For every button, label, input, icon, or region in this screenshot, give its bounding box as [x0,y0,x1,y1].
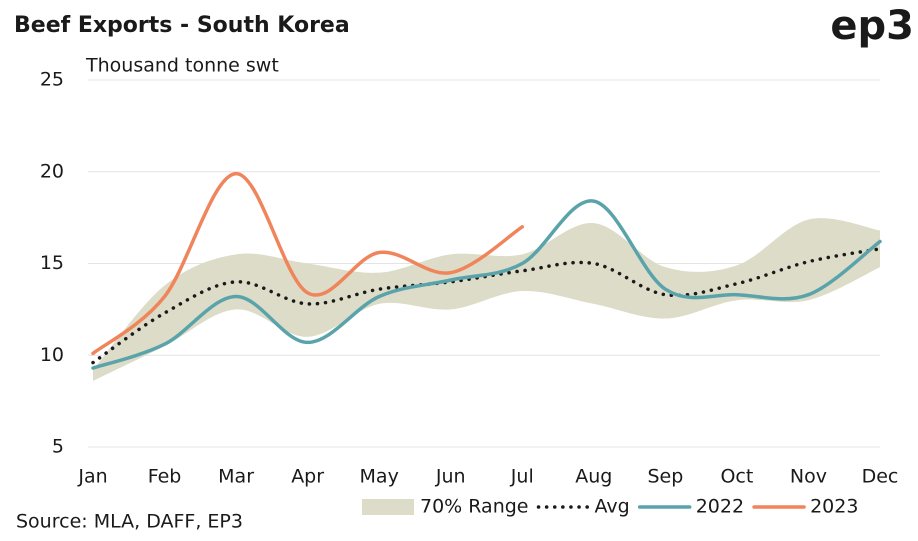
legend-label: 2023 [810,496,858,518]
legend-label: 70% Range [420,496,529,518]
x-tick-label: Aug [575,466,612,488]
y-tick-label: 10 [40,344,64,366]
logo: ep3 [830,3,914,49]
x-tick-label: Jan [77,466,107,488]
range-band [93,218,880,381]
x-tick-label: Jul [510,466,534,488]
legend-label: 2022 [696,496,744,518]
x-tick-label: Jun [435,466,466,488]
x-tick-label: Nov [790,466,827,488]
x-tick-label: Oct [720,466,753,488]
x-tick-label: Feb [148,466,182,488]
line-2023 [91,171,525,356]
y-tick-label: 15 [40,252,64,274]
y-tick-label: 20 [40,160,64,182]
legend-swatch [362,499,414,515]
x-tick-label: Apr [291,466,324,488]
source: Source: MLA, DAFF, EP3 [16,511,243,533]
x-tick-label: May [360,466,399,488]
y-tick-label: 5 [52,436,64,458]
line-2022 [91,199,882,370]
x-tick-label: Sep [647,466,683,488]
legend-label: Avg [595,496,630,518]
x-tick-label: Dec [862,466,899,488]
y-tick-label: 25 [40,69,64,91]
x-tick-label: Mar [218,466,254,488]
chart-title: Beef Exports - South Korea [14,13,350,38]
subtitle: Thousand tonne swt [85,55,279,77]
